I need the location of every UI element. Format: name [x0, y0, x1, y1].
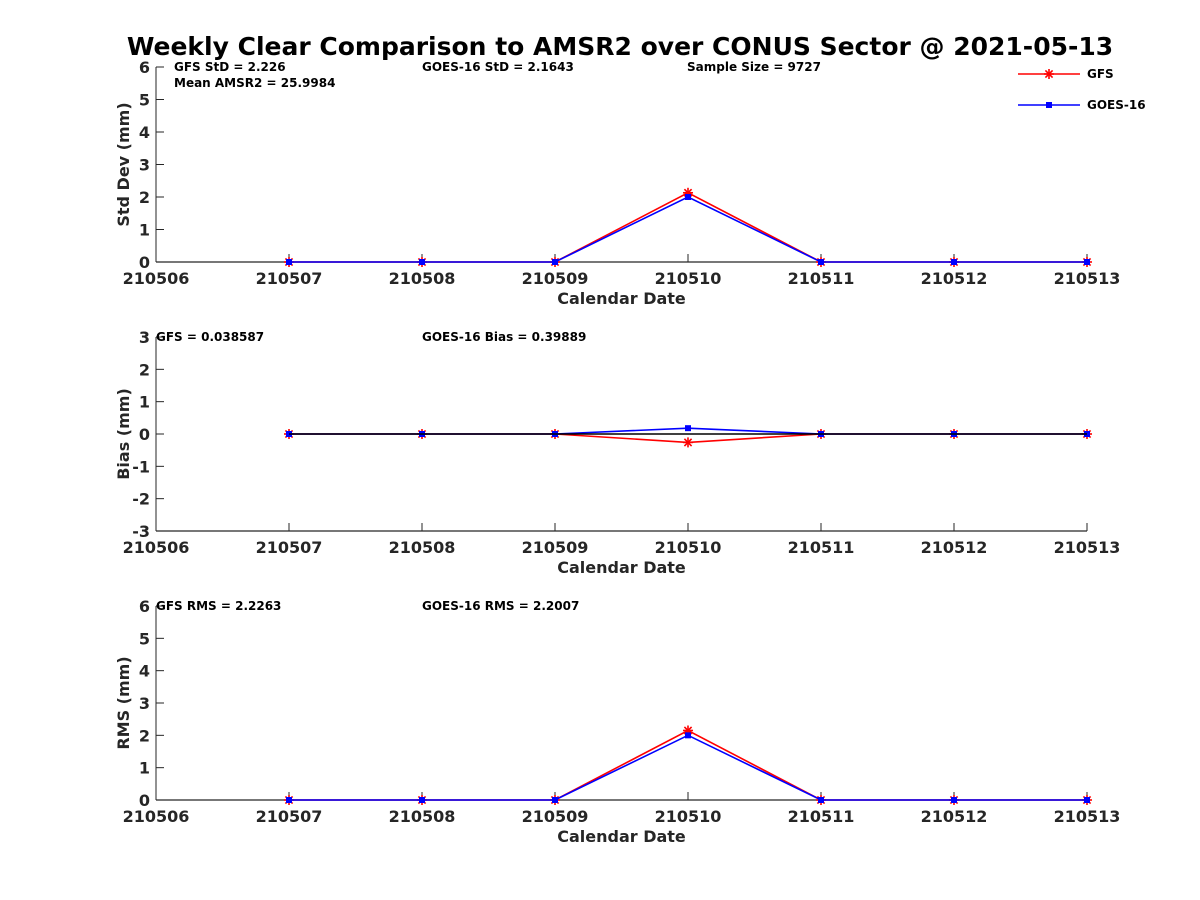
series-line-gfs: [289, 729, 1087, 801]
x-tick-label: 210507: [256, 269, 323, 288]
x-tick-label: 210513: [1054, 538, 1121, 557]
x-tick-label: 210512: [921, 807, 988, 826]
x-axis-label: Calendar Date: [557, 827, 686, 846]
x-tick-label: 210508: [389, 807, 456, 826]
data-point-goes-16: [286, 797, 292, 803]
y-tick-label: -3: [132, 522, 150, 541]
data-point-goes-16: [818, 797, 824, 803]
x-tick-label: 210512: [921, 538, 988, 557]
data-point-goes-16: [1084, 797, 1090, 803]
x-tick-label: 210511: [788, 807, 855, 826]
panel-2: -3 -2 -1 0 1 2 3 210506 210507 210508 210509 210510…: [114, 328, 1120, 577]
data-point-goes-16: [552, 797, 558, 803]
data-point-goes-16: [818, 259, 824, 265]
data-point-goes-16: [419, 797, 425, 803]
y-tick-label: 1: [139, 759, 150, 778]
y-axis-label: RMS (mm): [114, 656, 133, 749]
x-tick-label: 210511: [788, 538, 855, 557]
stat-annotation: GOES-16 Bias = 0.39889: [422, 330, 586, 344]
x-tick-label: 210510: [655, 269, 722, 288]
y-tick-label: 1: [139, 393, 150, 412]
x-tick-label: 210512: [921, 269, 988, 288]
data-point-goes-16: [685, 425, 691, 432]
x-tick-label: 210510: [655, 807, 722, 826]
y-tick-label: 5: [139, 91, 150, 110]
y-tick-label: -1: [132, 457, 150, 476]
y-tick-label: 3: [139, 694, 150, 713]
y-tick-label: 2: [139, 726, 150, 745]
stat-annotation: GFS RMS = 2.2263: [156, 599, 281, 613]
data-point-goes-16: [552, 259, 558, 265]
data-point-gfs: [683, 437, 693, 448]
x-axis-label: Calendar Date: [557, 289, 686, 308]
x-tick-label: 210508: [389, 269, 456, 288]
stat-annotation: Mean AMSR2 = 25.9984: [174, 76, 335, 90]
x-tick-label: 210509: [522, 807, 589, 826]
y-tick-label: 0: [139, 791, 150, 810]
y-tick-label: 4: [139, 662, 150, 681]
y-tick-label: 5: [139, 629, 150, 648]
stat-annotation: GOES-16 RMS = 2.2007: [422, 599, 579, 613]
x-tick-label: 210506: [123, 807, 190, 826]
x-tick-label: 210509: [522, 269, 589, 288]
series-line-goes-16: [289, 734, 1087, 801]
y-tick-label: 3: [139, 156, 150, 175]
y-tick-label: 0: [139, 425, 150, 444]
stat-annotation: GFS = 0.038587: [156, 330, 264, 344]
legend-label: GOES-16: [1087, 98, 1146, 112]
data-point-goes-16: [685, 194, 691, 200]
legend-label: GFS: [1087, 67, 1114, 81]
y-tick-label: 6: [139, 597, 150, 616]
x-tick-label: 210511: [788, 269, 855, 288]
x-tick-label: 210508: [389, 538, 456, 557]
legend-marker: [1044, 69, 1054, 79]
data-point-goes-16: [286, 259, 292, 265]
y-tick-label: 3: [139, 328, 150, 347]
legend: GFS GOES-16: [1018, 67, 1146, 112]
data-point-goes-16: [419, 259, 425, 265]
stat-annotation: GOES-16 StD = 2.1643: [422, 60, 574, 74]
x-tick-label: 210506: [123, 269, 190, 288]
legend-item-goes-16: GOES-16: [1018, 98, 1146, 112]
y-tick-label: 4: [139, 123, 150, 142]
stat-annotation: GFS StD = 2.226: [174, 60, 286, 74]
y-tick-label: 1: [139, 221, 150, 240]
x-tick-label: 210506: [123, 538, 190, 557]
chart-title: Weekly Clear Comparison to AMSR2 over CO…: [127, 32, 1113, 61]
series-line-gfs: [289, 191, 1087, 263]
data-point-goes-16: [1084, 259, 1090, 265]
y-tick-label: -2: [132, 490, 150, 509]
y-axis-label: Bias (mm): [114, 388, 133, 480]
stat-annotation: Sample Size = 9727: [687, 60, 821, 74]
legend-marker: [1046, 102, 1052, 108]
y-tick-label: 0: [139, 253, 150, 272]
data-point-goes-16: [951, 797, 957, 803]
x-tick-label: 210509: [522, 538, 589, 557]
x-tick-label: 210513: [1054, 807, 1121, 826]
x-tick-label: 210510: [655, 538, 722, 557]
x-tick-label: 210513: [1054, 269, 1121, 288]
panel-3: 0 1 2 3 4 5 6 210506 210507 210508 210509 210510 210…: [114, 597, 1120, 846]
series-line-goes-16: [289, 196, 1087, 263]
x-axis-label: Calendar Date: [557, 558, 686, 577]
y-tick-label: 6: [139, 58, 150, 77]
data-point-goes-16: [685, 732, 691, 739]
y-tick-label: 2: [139, 360, 150, 379]
y-tick-label: 2: [139, 188, 150, 207]
x-tick-label: 210507: [256, 538, 323, 557]
data-point-goes-16: [951, 259, 957, 265]
legend-item-gfs: GFS: [1018, 67, 1114, 81]
panel-1: 0 1 2 3 4 5 6 210506 210507 210508 210509 210510 210…: [114, 58, 1120, 308]
x-tick-label: 210507: [256, 807, 323, 826]
y-axis-label: Std Dev (mm): [114, 102, 133, 226]
